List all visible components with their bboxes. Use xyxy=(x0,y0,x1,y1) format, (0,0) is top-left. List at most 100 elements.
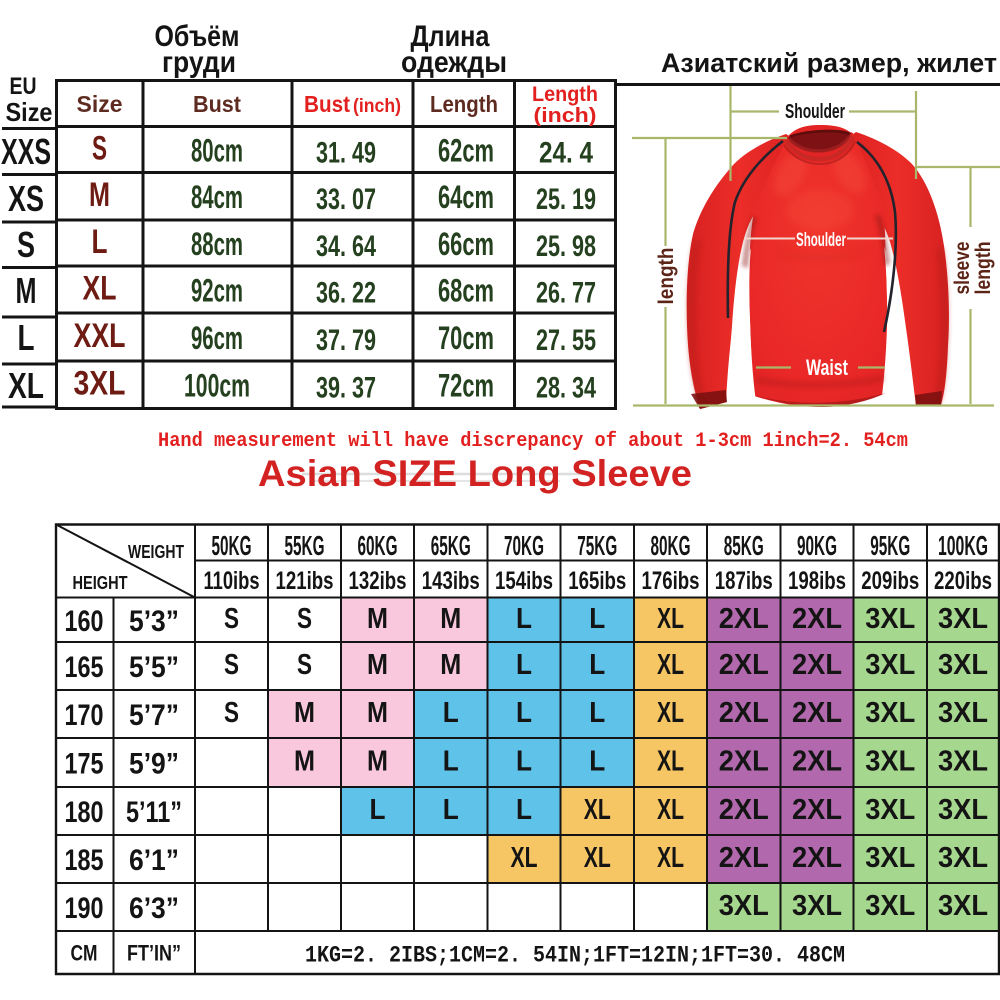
svg-text:3XL: 3XL xyxy=(865,890,915,922)
svg-text:72cm: 72cm xyxy=(438,368,494,404)
svg-text:165ibs: 165ibs xyxy=(568,567,626,595)
svg-text:3XL: 3XL xyxy=(938,842,988,874)
svg-text:XL: XL xyxy=(657,842,684,874)
svg-text:3XL: 3XL xyxy=(938,603,988,635)
svg-text:XL: XL xyxy=(657,794,684,826)
svg-text:M: M xyxy=(294,746,315,778)
svg-text:25. 98: 25. 98 xyxy=(536,230,596,263)
svg-text:180: 180 xyxy=(65,796,104,829)
svg-text:90KG: 90KG xyxy=(797,530,837,561)
svg-text:132ibs: 132ibs xyxy=(349,567,407,595)
svg-text:L: L xyxy=(589,697,605,729)
svg-text:L: L xyxy=(516,603,532,635)
svg-text:33. 07: 33. 07 xyxy=(316,183,376,216)
svg-text:70KG: 70KG xyxy=(504,530,544,561)
svg-text:Size: Size xyxy=(77,91,123,117)
svg-text:Shoulder: Shoulder xyxy=(785,101,845,123)
svg-text:length: length xyxy=(655,248,678,305)
svg-text:3XL: 3XL xyxy=(938,697,988,729)
svg-text:75KG: 75KG xyxy=(577,530,617,561)
svg-text:Shoulder: Shoulder xyxy=(796,230,846,251)
svg-text:XL: XL xyxy=(511,842,538,874)
svg-text:34. 64: 34. 64 xyxy=(316,230,376,263)
svg-text:груди: груди xyxy=(162,46,236,79)
svg-text:3XL: 3XL xyxy=(865,746,915,778)
svg-text:XL: XL xyxy=(8,365,44,406)
svg-text:3XL: 3XL xyxy=(865,842,915,874)
svg-text:HEIGHT: HEIGHT xyxy=(73,573,128,593)
svg-text:M: M xyxy=(367,603,388,635)
svg-text:3XL: 3XL xyxy=(792,890,842,922)
svg-text:L: L xyxy=(516,697,532,729)
svg-text:2XL: 2XL xyxy=(719,842,769,874)
svg-text:EU: EU xyxy=(10,73,37,100)
svg-text:XL: XL xyxy=(657,603,684,635)
svg-text:100cm: 100cm xyxy=(184,368,250,404)
svg-text:3XL: 3XL xyxy=(719,890,769,922)
svg-text:5’7”: 5’7” xyxy=(129,699,179,732)
svg-text:XL: XL xyxy=(584,842,611,874)
svg-text:XL: XL xyxy=(657,649,684,681)
svg-text:65KG: 65KG xyxy=(431,530,471,561)
svg-text:sleeve: sleeve xyxy=(951,242,974,295)
svg-text:88cm: 88cm xyxy=(191,226,243,262)
svg-text:XL: XL xyxy=(584,794,611,826)
svg-text:M: M xyxy=(440,649,461,681)
svg-text:121ibs: 121ibs xyxy=(276,567,334,595)
svg-text:70cm: 70cm xyxy=(438,320,494,356)
svg-text:S: S xyxy=(224,697,239,729)
svg-text:1KG=2. 2IBS;1CM=2. 54IN;1FT=12: 1KG=2. 2IBS;1CM=2. 54IN;1FT=12IN;1FT=30.… xyxy=(305,943,845,969)
svg-text:143ibs: 143ibs xyxy=(422,567,480,595)
svg-text:190: 190 xyxy=(65,892,104,925)
svg-text:198ibs: 198ibs xyxy=(788,567,846,595)
svg-text:175: 175 xyxy=(65,748,104,781)
svg-text:L: L xyxy=(18,317,35,358)
svg-text:L: L xyxy=(443,794,459,826)
svg-text:XXL: XXL xyxy=(74,317,126,355)
svg-text:M: M xyxy=(16,270,37,311)
svg-text:3XL: 3XL xyxy=(74,365,126,403)
svg-text:Length: Length xyxy=(532,83,598,106)
svg-text:L: L xyxy=(589,746,605,778)
svg-text:L: L xyxy=(516,649,532,681)
svg-text:85KG: 85KG xyxy=(724,530,764,561)
svg-text:64cm: 64cm xyxy=(438,179,494,215)
svg-text:2XL: 2XL xyxy=(792,746,842,778)
svg-text:M: M xyxy=(294,697,315,729)
svg-text:Waist: Waist xyxy=(806,355,848,380)
svg-text:6’1”: 6’1” xyxy=(129,844,179,877)
svg-text:2XL: 2XL xyxy=(719,697,769,729)
svg-text:36. 22: 36. 22 xyxy=(316,277,376,310)
svg-text:S: S xyxy=(224,649,239,681)
svg-text:S: S xyxy=(297,603,312,635)
svg-text:3XL: 3XL xyxy=(865,794,915,826)
svg-text:3XL: 3XL xyxy=(938,890,988,922)
svg-text:31. 49: 31. 49 xyxy=(316,137,376,170)
svg-text:95KG: 95KG xyxy=(870,530,910,561)
svg-text:6’3”: 6’3” xyxy=(129,892,179,925)
svg-text:L: L xyxy=(516,794,532,826)
svg-text:2XL: 2XL xyxy=(719,649,769,681)
svg-text:62cm: 62cm xyxy=(438,133,494,169)
svg-text:3XL: 3XL xyxy=(938,746,988,778)
svg-text:2XL: 2XL xyxy=(792,794,842,826)
svg-text:XL: XL xyxy=(83,270,117,308)
svg-text:CM: CM xyxy=(71,941,98,966)
svg-text:Length: Length xyxy=(430,91,498,117)
svg-text:3XL: 3XL xyxy=(865,697,915,729)
svg-text:XL: XL xyxy=(657,746,684,778)
svg-text:84cm: 84cm xyxy=(191,179,243,215)
svg-text:28. 34: 28. 34 xyxy=(536,372,596,405)
svg-text:Asian SIZE Long Sleeve: Asian SIZE Long Sleeve xyxy=(258,453,692,494)
svg-text:100KG: 100KG xyxy=(938,530,988,561)
svg-text:2XL: 2XL xyxy=(719,603,769,635)
svg-text:187ibs: 187ibs xyxy=(715,567,773,595)
svg-text:XXS: XXS xyxy=(1,131,51,172)
svg-text:5’11”: 5’11” xyxy=(126,796,182,829)
svg-text:FT’IN”: FT’IN” xyxy=(127,941,181,966)
svg-text:5’5”: 5’5” xyxy=(129,651,179,684)
svg-text:length: length xyxy=(972,242,995,295)
svg-text:2XL: 2XL xyxy=(719,794,769,826)
svg-text:26. 77: 26. 77 xyxy=(536,277,596,310)
svg-text:Азиатский размер, жилет: Азиатский размер, жилет xyxy=(661,48,997,78)
